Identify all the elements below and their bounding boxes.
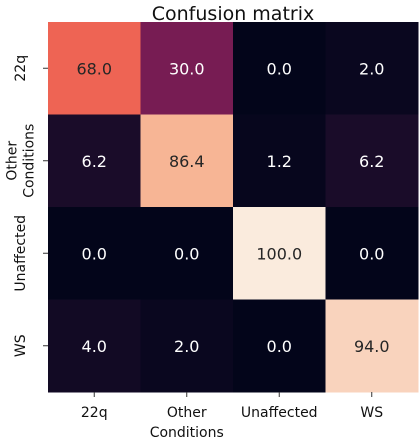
row-tick-label: Unaffected [13, 215, 29, 292]
row-tick-label: Conditions [22, 124, 38, 198]
cell-value-label: 4.0 [82, 337, 107, 356]
column-tick-label: Unaffected [241, 405, 318, 421]
row-tick-label: Other [5, 141, 21, 181]
cell-value-label: 6.2 [82, 152, 107, 171]
column-tick-label: 22q [81, 405, 108, 421]
cell-value-label: 0.0 [82, 244, 107, 263]
cell-value-label: 100.0 [256, 244, 302, 263]
cell-value-label: 1.2 [267, 152, 292, 171]
cell-value-label: 86.4 [169, 152, 205, 171]
heatmap-cell [140, 299, 234, 393]
cell-value-label: 30.0 [169, 59, 205, 78]
cell-value-label: 2.0 [174, 337, 199, 356]
heatmap-cell [233, 207, 326, 300]
heatmap-cell [325, 207, 419, 300]
heatmap-cell [325, 299, 419, 393]
heatmap-cell [48, 299, 141, 393]
heatmap-cell [48, 114, 141, 208]
column-tick-labels: 22q Other Conditions Unaffected WS [81, 392, 383, 440]
cell-value-label: 0.0 [267, 59, 292, 78]
cell-value-label: 2.0 [359, 59, 384, 78]
cell-value-label: 0.0 [267, 337, 292, 356]
heatmap-cell [140, 207, 234, 300]
heatmap-cell [140, 114, 234, 208]
cell-value-label: 68.0 [76, 59, 112, 78]
heatmap-cell [233, 114, 326, 208]
column-tick-label: Other [167, 405, 207, 421]
heatmap-cell [233, 22, 326, 115]
cell-value-label: 0.0 [174, 244, 199, 263]
heatmap-cell [325, 22, 419, 115]
row-tick-labels: 22q Other Conditions Unaffected WS [5, 55, 48, 357]
heatmap-cells: 68.0 30.0 0.0 2.0 6.2 86.4 1.2 6.2 0.0 0.0 100.0 0.… [48, 22, 419, 393]
chart-title: Confusion matrix [152, 3, 314, 25]
heatmap-cell [140, 22, 234, 115]
row-tick-label: 22q [13, 55, 29, 82]
cell-value-label: 94.0 [354, 337, 390, 356]
row-tick-label: WS [13, 334, 29, 357]
column-tick-label: WS [360, 405, 383, 421]
heatmap-cell [48, 207, 141, 300]
column-tick-label: Conditions [150, 425, 224, 440]
heatmap-cell [325, 114, 419, 208]
heatmap-cell [233, 299, 326, 393]
heatmap-cell [48, 22, 141, 115]
cell-value-label: 6.2 [359, 152, 384, 171]
cell-value-label: 0.0 [359, 244, 384, 263]
